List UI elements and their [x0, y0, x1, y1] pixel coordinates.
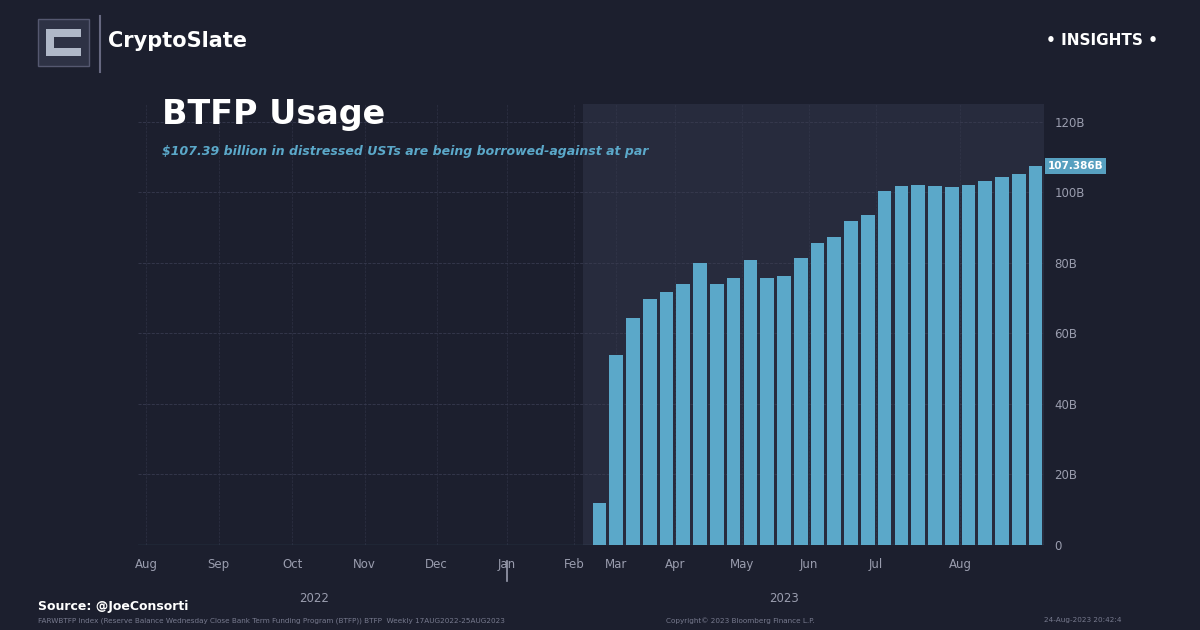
Bar — [944, 186, 959, 545]
Text: 2023: 2023 — [769, 592, 799, 605]
Bar — [811, 243, 824, 545]
Bar — [694, 263, 707, 545]
Bar — [827, 237, 841, 545]
Text: 107.386B: 107.386B — [1048, 161, 1103, 171]
Text: Copyright© 2023 Bloomberg Finance L.P.: Copyright© 2023 Bloomberg Finance L.P. — [666, 617, 815, 624]
Bar — [761, 278, 774, 545]
Bar — [643, 299, 656, 545]
Bar — [1028, 166, 1043, 545]
Bar — [995, 177, 1009, 545]
Text: BTFP Usage: BTFP Usage — [162, 98, 385, 130]
Text: FARWBTFP Index (Reserve Balance Wednesday Close Bank Term Funding Program (BTFP): FARWBTFP Index (Reserve Balance Wednesda… — [38, 617, 505, 624]
Bar — [593, 503, 606, 545]
Bar — [911, 185, 925, 545]
Bar — [844, 220, 858, 545]
Text: $107.39 billion in distressed USTs are being borrowed-against at par: $107.39 billion in distressed USTs are b… — [162, 145, 648, 158]
Bar — [961, 185, 976, 545]
Text: • INSIGHTS •: • INSIGHTS • — [1046, 33, 1158, 49]
Text: Source: @JoeConsorti: Source: @JoeConsorti — [38, 600, 188, 613]
Bar — [877, 192, 892, 545]
Bar — [626, 318, 640, 545]
Bar — [894, 186, 908, 545]
Text: 2022: 2022 — [299, 592, 329, 605]
Text: 24-Aug-2023 20:42:4: 24-Aug-2023 20:42:4 — [1044, 617, 1122, 624]
Bar — [1012, 174, 1026, 545]
Bar — [794, 258, 808, 545]
Bar — [860, 215, 875, 545]
Bar — [710, 284, 724, 545]
Bar — [610, 355, 623, 545]
Bar — [778, 277, 791, 545]
Bar — [978, 181, 992, 545]
Bar — [677, 284, 690, 545]
Text: CryptoSlate: CryptoSlate — [108, 31, 247, 51]
Bar — [660, 292, 673, 545]
Bar — [744, 260, 757, 545]
Bar — [727, 278, 740, 545]
Bar — [928, 186, 942, 545]
